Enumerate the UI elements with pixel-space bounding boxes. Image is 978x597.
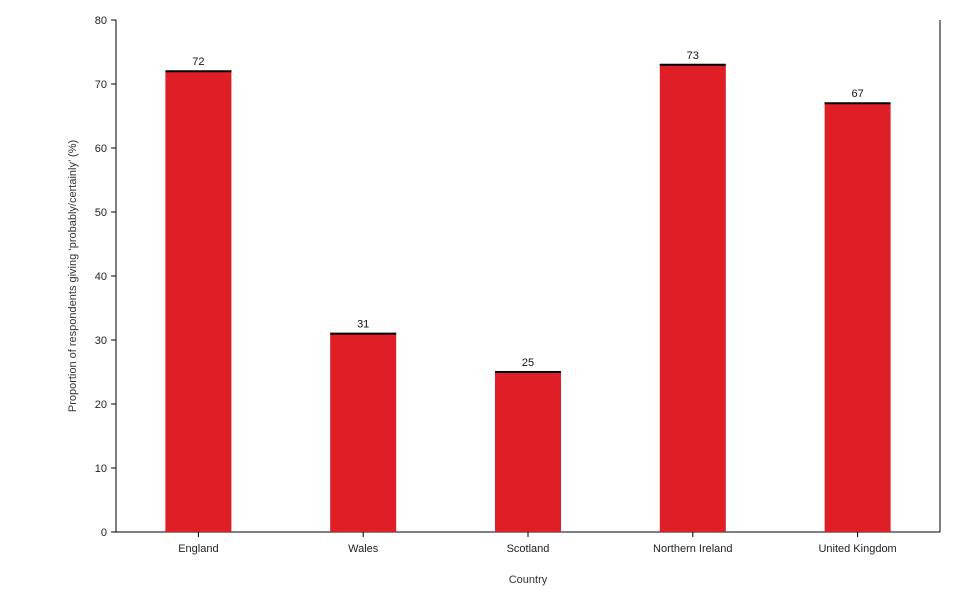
x-axis-title: Country — [509, 574, 548, 586]
y-tick-label: 40 — [95, 271, 107, 283]
y-axis-title: Proportion of respondents giving ‘probab… — [67, 140, 79, 412]
x-tick-label: Wales — [348, 543, 379, 555]
data-label: 73 — [687, 50, 699, 62]
y-tick-label: 10 — [95, 463, 107, 475]
bar — [330, 333, 397, 532]
bars — [165, 63, 891, 533]
y-tick-label: 70 — [95, 79, 107, 91]
bar — [495, 372, 561, 532]
y-tick-label: 20 — [95, 399, 107, 411]
x-tick-label: Scotland — [507, 543, 550, 555]
data-label: 72 — [192, 56, 204, 68]
bar — [659, 64, 726, 533]
y-tick-label: 30 — [95, 335, 107, 347]
bar — [165, 71, 232, 532]
y-tick-label: 80 — [95, 15, 107, 27]
y-tick-label: 50 — [95, 207, 107, 219]
x-axis-tick-labels: England Wales Scotland Northern Ireland Unit… — [178, 532, 897, 555]
x-tick-label: Northern Ireland — [653, 543, 733, 555]
data-label: 67 — [851, 88, 863, 100]
bar — [824, 103, 891, 532]
data-label: 31 — [357, 319, 369, 331]
data-labels: 72 31 25 73 67 — [192, 50, 863, 369]
x-tick-label: United Kingdom — [818, 543, 896, 555]
x-tick-label: England — [178, 543, 218, 555]
y-tick-label: 0 — [101, 527, 107, 539]
y-axis-ticks: 0 10 20 30 40 50 60 70 80 — [95, 15, 116, 539]
y-tick-label: 60 — [95, 143, 107, 155]
data-label: 25 — [522, 357, 534, 369]
